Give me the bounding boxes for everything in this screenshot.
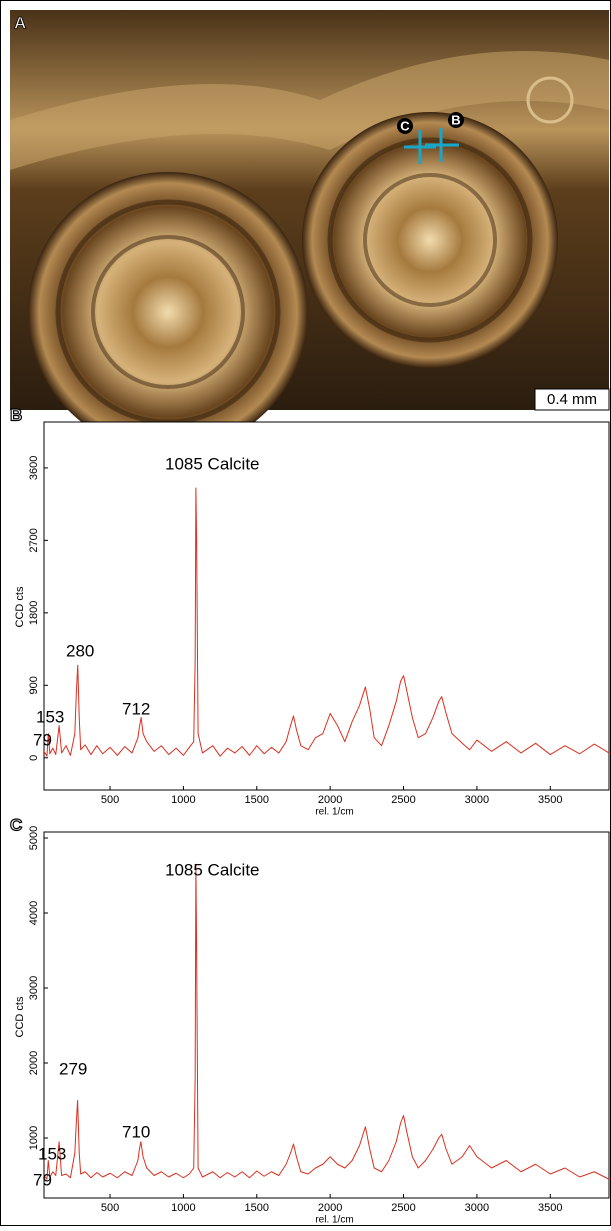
marker-c: C	[400, 118, 410, 133]
ooid-small	[526, 76, 574, 124]
peak-annotation: 279	[59, 1059, 87, 1078]
panel-label: C	[10, 815, 22, 834]
x-tick-label: 1500	[245, 794, 269, 806]
x-tick-label: 2500	[391, 1202, 415, 1214]
ooid-ring	[91, 235, 245, 389]
x-tick-label: 1000	[171, 794, 195, 806]
y-tick-label: 4000	[28, 901, 40, 925]
x-tick-label: 3500	[538, 794, 562, 806]
y-tick-label: 900	[28, 676, 40, 694]
peak-annotation: 712	[122, 699, 150, 718]
scale-bar-label: 0.4 mm	[547, 391, 597, 408]
peak-annotation: 1085 Calcite	[165, 454, 260, 473]
x-tick-label: 3000	[465, 1202, 489, 1214]
peak-annotation: 1085 Calcite	[165, 860, 260, 879]
peak-annotation: 280	[66, 641, 94, 660]
scale-box	[534, 388, 610, 411]
spot-markers	[404, 128, 459, 164]
marker-b: B	[451, 112, 460, 127]
x-tick-label: 1000	[171, 1202, 195, 1214]
marker-b-badge	[448, 112, 464, 128]
y-tick-label: 1000	[28, 1126, 40, 1150]
y-tick-label: 3600	[28, 456, 40, 480]
y-axis-label: CCD cts	[14, 996, 26, 1037]
y-tick-label: 3000	[28, 976, 40, 1000]
panel-label: A	[14, 13, 26, 32]
ooid-ring	[327, 137, 533, 343]
spectrum-line	[43, 863, 610, 1180]
x-tick-label: 2500	[391, 794, 415, 806]
y-tick-label: 2000	[28, 1051, 40, 1075]
panel-label: B	[10, 405, 22, 424]
x-axis-label: rel. 1/cm	[315, 1215, 353, 1226]
peak-annotation: 79	[33, 730, 52, 749]
ooid-ring	[363, 173, 497, 307]
photomicrograph: C B 0.4 mm A	[10, 10, 610, 452]
x-tick-label: 500	[101, 1202, 119, 1214]
x-tick-label: 1500	[245, 1202, 269, 1214]
y-tick-label: 5000	[28, 826, 40, 850]
x-axis-label: rel. 1/cm	[315, 807, 353, 818]
ooid-right	[302, 112, 558, 368]
peak-annotation: 153	[38, 1144, 66, 1163]
x-tick-label: 500	[101, 794, 119, 806]
spectrum-line	[43, 487, 610, 757]
peak-annotation: 79	[33, 1170, 52, 1189]
peak-annotation: 710	[122, 1122, 150, 1141]
plot-frame	[43, 421, 610, 791]
x-tick-label: 2000	[318, 794, 342, 806]
marker-c-badge	[397, 118, 413, 134]
x-tick-label: 2000	[318, 1202, 342, 1214]
y-tick-label: 2700	[28, 528, 40, 552]
ooid-left	[28, 172, 308, 452]
y-tick-label: 1800	[28, 601, 40, 625]
photo-band	[10, 51, 609, 170]
x-tick-label: 3500	[538, 1202, 562, 1214]
peak-annotation: 153	[36, 707, 64, 726]
plot-frame	[43, 831, 610, 1199]
x-tick-label: 3000	[465, 794, 489, 806]
y-tick-label: 0	[28, 755, 40, 761]
y-axis-label: CCD cts	[14, 586, 26, 627]
